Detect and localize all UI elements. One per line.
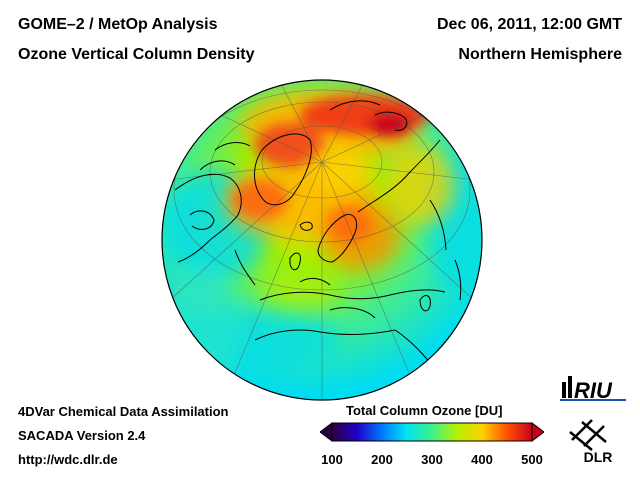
colorbar-max-arrow xyxy=(531,422,544,442)
globe-outline xyxy=(161,79,483,401)
colorbar-tick-label: 300 xyxy=(421,452,443,467)
riu-logo: RIU xyxy=(560,376,626,403)
footer-version: SACADA Version 2.4 xyxy=(18,428,146,443)
riu-logo-text: RIU xyxy=(574,378,613,403)
colorbar-title: Total Column Ozone [DU] xyxy=(346,403,503,418)
footer-method: 4DVar Chemical Data Assimilation xyxy=(18,404,229,419)
dlr-logo: DLR xyxy=(569,419,613,465)
graticule xyxy=(167,81,477,400)
footer-url[interactable]: http://wdc.dlr.de xyxy=(18,452,118,467)
title-region: Northern Hemisphere xyxy=(458,46,622,63)
colorbar-tick-label: 100 xyxy=(321,452,343,467)
colorbar-min-arrow xyxy=(320,422,333,442)
title-instrument: GOME–2 / MetOp Analysis xyxy=(18,16,218,33)
colorbar-tick-label: 200 xyxy=(371,452,393,467)
colorbar xyxy=(320,422,544,442)
colorbar-gradient xyxy=(331,422,533,442)
colorbar-tick-label: 400 xyxy=(471,452,493,467)
title-quantity: Ozone Vertical Column Density xyxy=(18,46,255,63)
colorbar-tick-label: 500 xyxy=(521,452,543,467)
dlr-logo-text: DLR xyxy=(584,449,613,465)
title-date: Dec 06, 2011, 12:00 GMT xyxy=(437,16,622,33)
